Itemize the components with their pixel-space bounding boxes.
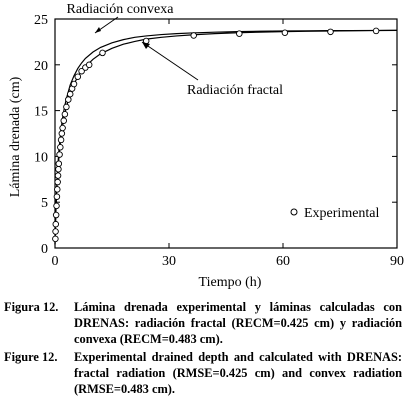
experimental-points <box>52 27 380 243</box>
data-point-experimental <box>65 96 72 103</box>
data-point-experimental <box>52 228 59 235</box>
figure-caption-english: Figure 12. Experimental drained depth an… <box>4 349 402 397</box>
data-point-experimental <box>281 29 289 36</box>
y-tick-label: 5 <box>41 196 48 211</box>
legend-label-experimental: Experimental <box>304 206 380 221</box>
caption-label: Figura 12. <box>4 300 59 314</box>
legend-marker-experimental <box>290 208 298 216</box>
y-tick-label: 20 <box>34 59 48 74</box>
data-point-experimental <box>57 143 64 151</box>
data-point-experimental <box>55 165 62 173</box>
data-point-experimental <box>52 220 60 228</box>
data-point-experimental <box>190 32 197 39</box>
annotation-arrow-fractal <box>141 41 199 81</box>
data-point-experimental <box>52 235 59 243</box>
data-point-experimental <box>57 136 65 144</box>
data-point-experimental <box>85 61 93 69</box>
x-axis-label: Tiempo (h) <box>199 275 262 290</box>
data-point-experimental <box>53 193 61 200</box>
data-point-experimental <box>327 28 334 36</box>
x-tick-label: 60 <box>276 254 290 269</box>
data-point-experimental <box>236 30 243 37</box>
data-point-experimental <box>55 160 63 167</box>
data-point-experimental <box>53 202 60 210</box>
data-point-experimental <box>54 178 61 186</box>
annotation-radiacion-convexa: Radiación convexa <box>67 2 175 17</box>
caption-text: Experimental drained depth and calculate… <box>74 350 402 396</box>
curve-annotations: Radiación convexa Radiación fractal <box>67 2 284 98</box>
annotation-arrowhead-convexa <box>95 27 101 33</box>
annotation-radiacion-fractal: Radiación fractal <box>187 83 283 98</box>
data-point-experimental <box>99 49 106 57</box>
plot-area-frame <box>54 18 398 249</box>
caption-label: Figure 12. <box>4 350 58 364</box>
data-point-experimental <box>74 73 82 80</box>
data-point-experimental <box>54 186 61 193</box>
figure-caption-spanish: Figura 12. Lámina drenada experimental y… <box>4 299 402 347</box>
data-point-experimental <box>66 90 74 98</box>
x-tick-label: 90 <box>390 254 404 269</box>
drained-depth-chart: 0 30 60 90 0 5 10 15 20 25 Radiación convexa Radi… <box>8 2 404 290</box>
data-point-experimental <box>58 130 66 137</box>
y-tick-label: 15 <box>34 105 48 120</box>
data-point-experimental <box>70 80 78 88</box>
data-point-experimental <box>59 124 66 132</box>
data-point-experimental <box>54 172 62 179</box>
y-tick-label: 10 <box>34 150 48 165</box>
legend: Experimental <box>290 206 380 221</box>
data-point-experimental <box>78 67 85 75</box>
annotation-arrowhead-fractal <box>142 42 150 49</box>
caption-text: Lámina drenada experimental y láminas ca… <box>74 300 402 346</box>
x-tick-label: 30 <box>162 254 176 269</box>
y-axis-label: Lámina drenada (cm) <box>8 76 23 197</box>
data-point-experimental <box>52 211 60 219</box>
data-point-experimental <box>63 103 70 111</box>
y-tick-label: 25 <box>34 13 48 28</box>
data-point-experimental <box>372 27 380 35</box>
x-tick-label: 0 <box>52 254 59 269</box>
data-point-experimental <box>56 151 63 158</box>
axis-ticks: 0 30 60 90 0 5 10 15 20 25 <box>34 13 404 269</box>
data-point-experimental <box>61 111 69 118</box>
y-tick-label: 0 <box>41 242 48 257</box>
data-point-experimental <box>60 117 67 124</box>
